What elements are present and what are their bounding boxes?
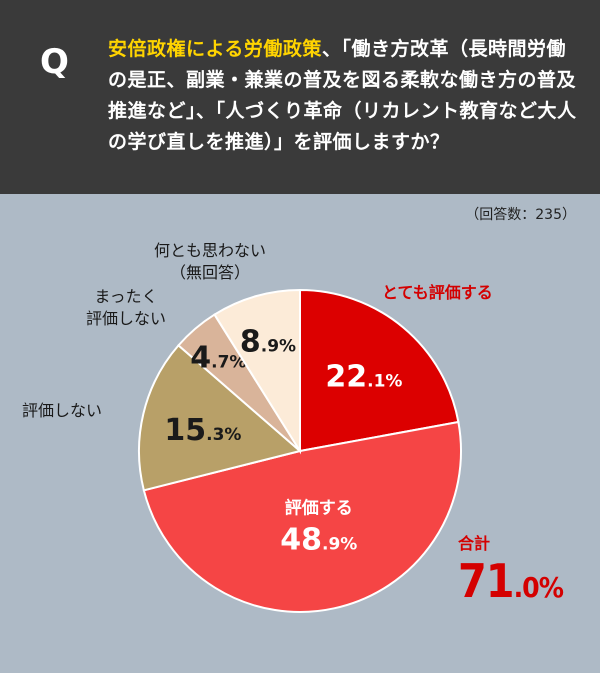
legend-label-no-answer-line2: （無回答） (170, 263, 251, 282)
question-text: 安倍政権による労働政策、「働き方改革（長時間労働の是正、副業・兼業の普及を図る柔… (108, 34, 578, 158)
pie-value-very-negative: 4.7% (190, 341, 246, 376)
question-highlight: 安倍政権による労働政策 (108, 38, 322, 60)
pie-value-positive: 48.9% (280, 523, 357, 558)
total-value-dec: .0% (513, 571, 564, 604)
total-value: 71.0% (458, 554, 564, 608)
question-mark: Q (40, 42, 69, 82)
question-header: Q 安倍政権による労働政策、「働き方改革（長時間労働の是正、副業・兼業の普及を図… (0, 0, 600, 194)
respondent-count: （回答数：235） (465, 207, 576, 223)
legend-label-very-negative-line2: 評価しない (86, 309, 167, 328)
total-label: 合計 (458, 534, 491, 553)
legend-label-very-negative: まったく 評価しない (86, 286, 166, 330)
pie-value-very-positive: 22.1% (325, 359, 402, 394)
legend-label-no-answer: 何とも思わない （無回答） (154, 240, 266, 284)
legend-label-negative: 評価しない (22, 401, 103, 420)
pie-slice-no-answer (213, 288, 301, 455)
pie-value-no-answer: 8.9% (240, 325, 296, 360)
legend-label-very-negative-line1: まったく (94, 287, 158, 306)
total-value-int: 71 (458, 554, 515, 608)
legend-label-very-positive: とても評価する (382, 283, 493, 302)
pie-slice-positive (142, 420, 462, 613)
total-block: 合計 71.0% (458, 530, 564, 608)
pie-slice-negative (138, 343, 303, 492)
pie-slice-very-positive (299, 288, 460, 453)
pie-value-negative: 15.3% (164, 413, 241, 448)
question-body: 、「働き方改革（長時間労働の是正、副業・兼業の普及を図る柔軟な働き方の普及推進な… (108, 38, 577, 153)
legend-label-no-answer-line1: 何とも思わない (154, 241, 267, 260)
pie-label-positive: 評価する (285, 498, 353, 519)
